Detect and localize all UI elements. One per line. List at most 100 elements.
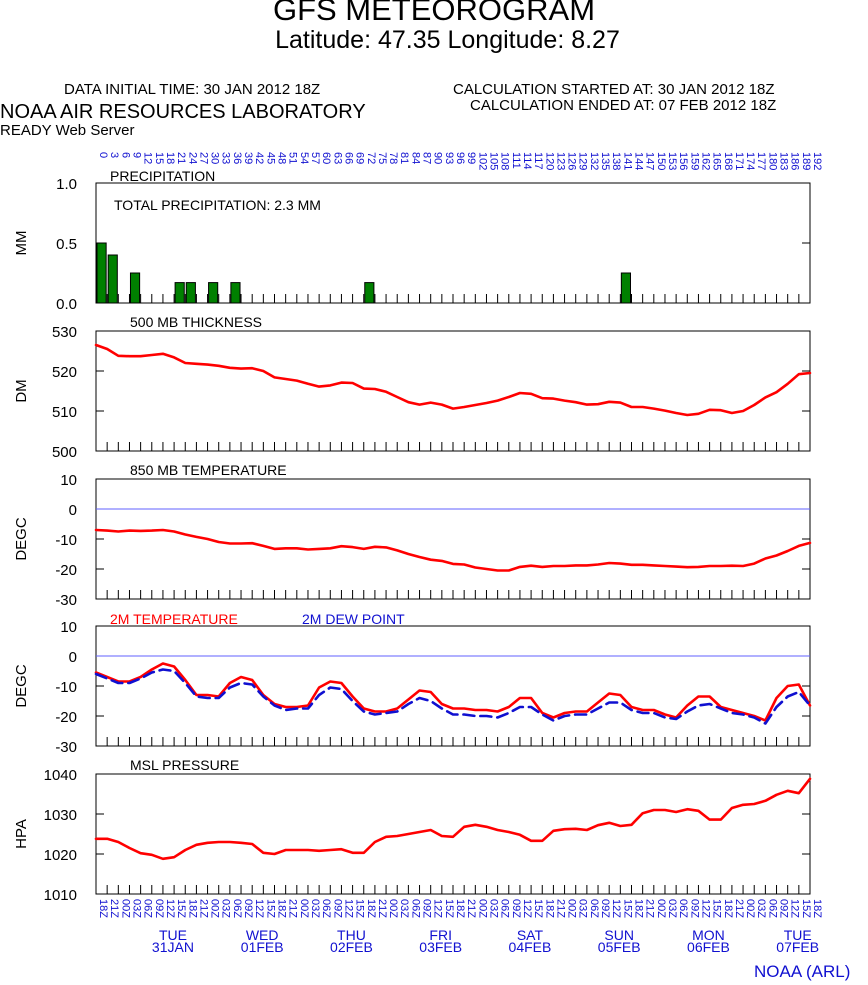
forecast-hour-label: 150 xyxy=(655,152,667,170)
forecast-hour-label: 6 xyxy=(119,152,131,158)
panel-frame-t2m xyxy=(95,625,811,747)
forecast-hour-label: 123 xyxy=(554,152,566,170)
day-label: FRI xyxy=(429,927,452,943)
time-label: 21Z xyxy=(733,899,745,918)
time-label: 21Z xyxy=(287,899,299,918)
time-label: 00Z xyxy=(298,899,310,918)
time-label: 06Z xyxy=(499,899,511,918)
y-tick-label: -20 xyxy=(55,709,77,726)
forecast-hour-label: 93 xyxy=(443,152,455,164)
forecast-hour-label: 69 xyxy=(354,152,366,164)
forecast-hour-label: 24 xyxy=(186,152,198,164)
time-label: 12Z xyxy=(521,899,533,918)
time-label: 00Z xyxy=(655,899,667,918)
time-label: 15Z xyxy=(621,899,633,918)
time-label: 21Z xyxy=(108,899,120,918)
forecast-hour-label: 78 xyxy=(387,152,399,164)
time-label: 06Z xyxy=(766,899,778,918)
time-label: 15Z xyxy=(800,899,812,918)
forecast-hour-label: 120 xyxy=(543,152,555,170)
forecast-hour-label: 144 xyxy=(633,152,645,170)
time-label: 21Z xyxy=(644,899,656,918)
forecast-hour-label: 60 xyxy=(320,152,332,164)
time-label: 21Z xyxy=(197,899,209,918)
forecast-hour-label: 51 xyxy=(287,152,299,164)
location-subtitle: Latitude: 47.35 Longitude: 8.27 xyxy=(275,26,620,54)
y-tick-label: 0.0 xyxy=(56,296,77,313)
y-tick-label: 520 xyxy=(52,364,77,381)
y-tick-label: -20 xyxy=(55,562,77,579)
date-label: 01FEB xyxy=(241,939,284,955)
day-label: TUE xyxy=(159,927,187,943)
time-label: 09Z xyxy=(599,899,611,918)
day-label: WED xyxy=(246,927,279,943)
time-label: 09Z xyxy=(510,899,522,918)
y-tick-label: 0.5 xyxy=(56,236,77,253)
forecast-hour-label: 96 xyxy=(454,152,466,164)
date-label: 07FEB xyxy=(776,939,819,955)
forecast-hour-label: 129 xyxy=(577,152,589,170)
panel-frame-thickness xyxy=(95,330,811,452)
precipitation-bar xyxy=(174,282,185,304)
forecast-hour-label: 156 xyxy=(677,152,689,170)
time-label: 03Z xyxy=(487,899,499,918)
time-label: 12Z xyxy=(164,899,176,918)
y-tick-label: -30 xyxy=(55,739,77,756)
forecast-hour-label: 192 xyxy=(811,152,823,170)
forecast-hour-label: 48 xyxy=(276,152,288,164)
mslp-line xyxy=(94,777,812,861)
time-label: 06Z xyxy=(588,899,600,918)
y-tick-label: 10 xyxy=(60,472,77,489)
day-label: MON xyxy=(692,927,725,943)
date-label: 04FEB xyxy=(509,939,552,955)
forecast-hour-label: 72 xyxy=(365,152,377,164)
time-label: 03Z xyxy=(130,899,142,918)
time-label: 09Z xyxy=(778,899,790,918)
day-label: THU xyxy=(337,927,366,943)
forecast-hour-label: 183 xyxy=(778,152,790,170)
forecast-hour-label: 45 xyxy=(264,152,276,164)
t2m-line-2m-dew-point xyxy=(94,668,812,725)
time-label: 09Z xyxy=(153,899,165,918)
thickness-line xyxy=(94,343,812,417)
forecast-hour-label: 66 xyxy=(342,152,354,164)
time-label: 00Z xyxy=(476,899,488,918)
y-tick-label: -10 xyxy=(55,532,77,549)
date-label: 05FEB xyxy=(598,939,641,955)
time-label: 12Z xyxy=(789,899,801,918)
time-label: 03Z xyxy=(755,899,767,918)
time-label: 06Z xyxy=(320,899,332,918)
y-tick-label: 500 xyxy=(52,444,77,461)
time-label: 18Z xyxy=(811,899,823,918)
time-label: 18Z xyxy=(543,899,555,918)
time-label: 03Z xyxy=(577,899,589,918)
day-label: SUN xyxy=(604,927,634,943)
time-label: 12Z xyxy=(432,899,444,918)
forecast-hour-label: 162 xyxy=(699,152,711,170)
time-label: 09Z xyxy=(421,899,433,918)
forecast-hour-label: 177 xyxy=(755,152,767,170)
time-label: 18Z xyxy=(186,899,198,918)
time-label: 03Z xyxy=(398,899,410,918)
precipitation-bar xyxy=(208,282,219,304)
calculation-ended: CALCULATION ENDED AT: 07 FEB 2012 18Z xyxy=(470,97,777,114)
forecast-hour-label: 99 xyxy=(465,152,477,164)
forecast-hour-label: 171 xyxy=(733,152,745,170)
date-label: 31JAN xyxy=(152,939,194,955)
forecast-hour-label: 111 xyxy=(510,152,522,169)
forecast-hour-label: 0 xyxy=(97,152,109,158)
time-label: 09Z xyxy=(331,899,343,918)
time-label: 18Z xyxy=(454,899,466,918)
forecast-hour-label: 57 xyxy=(309,152,321,164)
forecast-hour-label: 117 xyxy=(532,152,544,170)
time-label: 12Z xyxy=(610,899,622,918)
forecast-hour-label: 159 xyxy=(688,152,700,170)
time-label: 21Z xyxy=(554,899,566,918)
forecast-hour-label: 15 xyxy=(153,152,165,164)
panel-title: PRECIPITATION xyxy=(110,168,215,184)
y-tick-label: -30 xyxy=(55,592,77,609)
precipitation-bar xyxy=(96,242,107,304)
time-label: 18Z xyxy=(97,899,109,918)
time-label: 15Z xyxy=(175,899,187,918)
